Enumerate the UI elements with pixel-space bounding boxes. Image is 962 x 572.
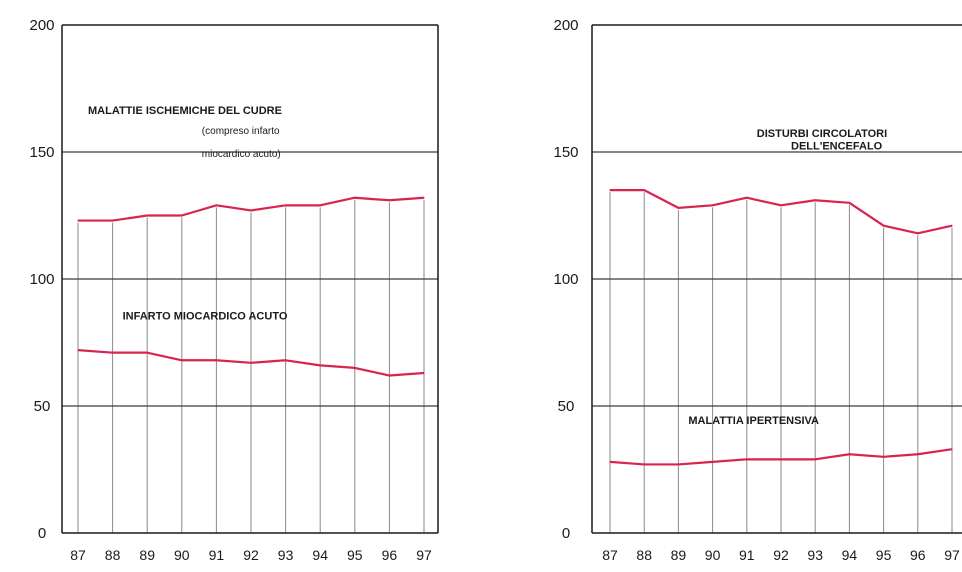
data-point xyxy=(285,204,287,206)
y-tick-label: 50 xyxy=(34,398,51,415)
data-point xyxy=(883,456,885,458)
x-tick-label: 91 xyxy=(739,547,755,563)
data-point xyxy=(951,448,953,450)
annotation-label: (compreso infarto xyxy=(202,126,280,137)
data-point xyxy=(780,458,782,460)
data-point xyxy=(917,232,919,234)
data-point xyxy=(677,463,680,466)
data-point xyxy=(215,204,217,206)
x-tick-label: 97 xyxy=(416,547,432,563)
annotation-label: miocardico acuto) xyxy=(202,149,281,160)
x-tick-label: 88 xyxy=(636,547,652,563)
y-tick-label: 0 xyxy=(562,525,570,542)
data-point xyxy=(250,362,252,364)
data-point xyxy=(285,359,287,361)
data-point xyxy=(814,199,816,201)
x-tick-label: 87 xyxy=(70,547,86,563)
x-tick-label: 94 xyxy=(312,547,328,563)
data-point xyxy=(883,225,885,227)
x-tick-label: 93 xyxy=(807,547,823,563)
x-tick-label: 89 xyxy=(671,547,687,563)
x-tick-label: 94 xyxy=(842,547,858,563)
x-tick-label: 96 xyxy=(910,547,926,563)
x-tick-label: 91 xyxy=(209,547,225,563)
chart-panel-2: 0 50 100 150 200 87 88 89 90 91 92 93 94 95 96 97 DISTUR… xyxy=(553,17,962,563)
x-tick-label: 97 xyxy=(944,547,960,563)
annotation-label: INFARTO MIOCARDICO ACUTO xyxy=(123,311,288,323)
data-point xyxy=(319,204,321,206)
data-point xyxy=(354,197,356,199)
x-tick-label: 87 xyxy=(602,547,618,563)
x-tick-label: 88 xyxy=(105,547,121,563)
data-point xyxy=(712,461,714,463)
data-point xyxy=(712,204,714,206)
data-point xyxy=(423,197,425,199)
y-tick-label: 50 xyxy=(558,398,575,415)
data-point xyxy=(848,453,851,455)
x-tick-label: 95 xyxy=(876,547,892,563)
data-point xyxy=(388,374,390,377)
y-tick-label: 150 xyxy=(553,144,578,161)
x-tick-label: 90 xyxy=(174,547,190,563)
data-point xyxy=(423,372,425,374)
y-tick-label: 200 xyxy=(553,17,578,34)
data-point xyxy=(677,207,680,209)
data-point xyxy=(112,219,114,222)
x-tick-label: 93 xyxy=(278,547,294,563)
data-point xyxy=(609,461,611,463)
data-point xyxy=(951,225,953,227)
data-point xyxy=(319,364,321,366)
data-point xyxy=(181,214,183,217)
data-point xyxy=(146,352,148,354)
data-point xyxy=(848,202,851,204)
y-tick-label: 150 xyxy=(29,144,54,161)
data-point xyxy=(250,209,252,212)
annotation-label: MALATTIA IPERTENSIVA xyxy=(688,415,819,427)
data-point xyxy=(112,352,114,354)
annotation-label: DISTURBI CIRCOLATORI xyxy=(757,128,887,140)
data-point xyxy=(77,219,79,222)
x-tick-label: 90 xyxy=(705,547,721,563)
x-tick-label: 96 xyxy=(382,547,398,563)
x-tick-label: 89 xyxy=(139,547,155,563)
chart-panel-1: 0 50 100 150 200 87 88 89 90 91 92 93 94 95 96 97 MALATT… xyxy=(29,17,439,563)
data-point xyxy=(814,458,816,460)
x-tick-label: 95 xyxy=(347,547,363,563)
data-point xyxy=(354,367,356,369)
data-point xyxy=(643,189,645,191)
data-point xyxy=(780,204,782,206)
y-tick-label: 0 xyxy=(38,525,46,542)
data-point xyxy=(181,359,183,361)
annotation-label: DELL'ENCEFALO xyxy=(791,140,883,152)
x-tick-label: 92 xyxy=(773,547,789,563)
data-point xyxy=(917,453,919,455)
data-point xyxy=(388,199,390,201)
annotation-label: MALATTIE ISCHEMICHE DEL CUDRE xyxy=(88,105,282,117)
data-point xyxy=(146,214,148,217)
data-point xyxy=(77,349,79,351)
data-point xyxy=(215,359,217,361)
y-tick-label: 100 xyxy=(553,271,578,288)
data-point xyxy=(746,197,748,199)
data-point xyxy=(609,189,611,191)
y-tick-label: 100 xyxy=(29,271,54,288)
x-tick-label: 92 xyxy=(243,547,259,563)
y-tick-label: 200 xyxy=(29,17,54,34)
data-point xyxy=(746,458,748,460)
data-point xyxy=(643,463,645,466)
